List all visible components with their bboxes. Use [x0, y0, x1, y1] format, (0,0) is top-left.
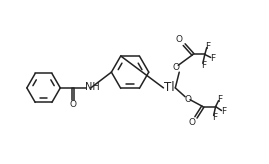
Text: O: O [176, 35, 183, 44]
Text: NH: NH [85, 82, 100, 92]
Text: F: F [201, 61, 206, 70]
Text: O: O [185, 95, 192, 104]
Text: O: O [70, 100, 77, 109]
Text: Tl: Tl [164, 81, 175, 94]
Text: F: F [221, 107, 226, 116]
Text: O: O [173, 63, 180, 72]
Text: F: F [212, 113, 217, 122]
Text: O: O [189, 118, 196, 127]
Text: F: F [205, 42, 210, 51]
Text: F: F [210, 54, 215, 63]
Text: F: F [217, 95, 222, 104]
